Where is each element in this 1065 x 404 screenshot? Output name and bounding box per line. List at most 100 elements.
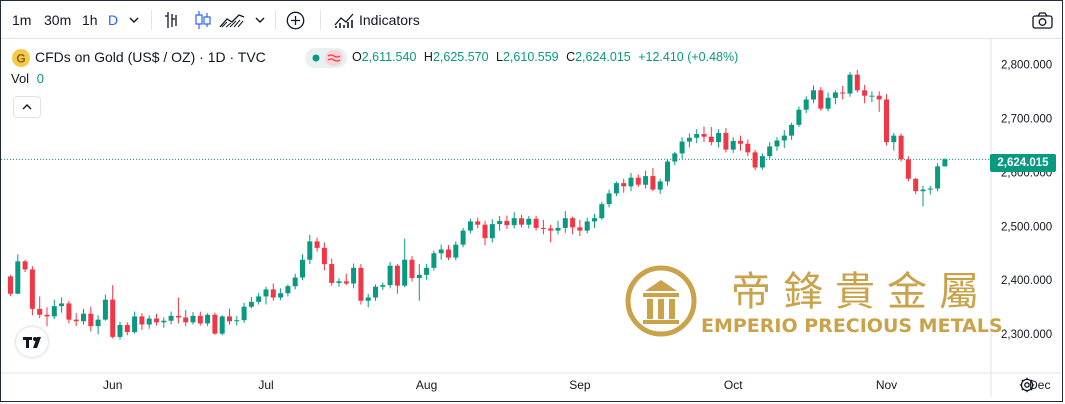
candle-body [613, 183, 619, 194]
candle-body [891, 135, 897, 143]
candle-body [409, 259, 415, 279]
candle-body [920, 189, 926, 192]
candle [110, 285, 116, 339]
candle-body [570, 218, 576, 228]
candle-body [730, 141, 736, 150]
close-key: C [566, 50, 576, 64]
candle-body [803, 99, 809, 110]
candle [314, 237, 320, 252]
candle-body [241, 306, 247, 321]
gear-icon[interactable] [1019, 377, 1035, 393]
candle [424, 264, 430, 280]
candle [621, 178, 627, 193]
candle [95, 315, 101, 335]
candle [416, 264, 422, 301]
candle [533, 216, 539, 231]
candle-body [548, 228, 554, 231]
candle-body [723, 132, 729, 150]
candle-body [716, 132, 722, 143]
candle-body [227, 316, 232, 322]
toolbar-divider [275, 10, 276, 30]
candle [672, 151, 678, 166]
candle [467, 218, 473, 234]
candle [657, 178, 663, 194]
interval-1h[interactable]: 1h [82, 12, 98, 28]
candle [394, 264, 400, 294]
candle [628, 172, 634, 192]
candle-style-icon[interactable] [194, 10, 212, 30]
indicators-button[interactable]: Indicators [359, 12, 420, 28]
volume-value: 0 [36, 71, 44, 86]
candle [504, 215, 510, 229]
symbol-title[interactable]: CFDs on Gold (US$ / OZ) · 1D · TVC [35, 49, 266, 65]
bar-style-icon[interactable] [164, 11, 180, 29]
candle-body [416, 274, 422, 279]
x-tick-label: Dec [1029, 378, 1050, 392]
candle [847, 71, 853, 97]
chevron-down-icon[interactable] [129, 15, 139, 25]
candle [759, 153, 765, 170]
volume-label[interactable]: Vol [11, 71, 30, 86]
svg-text:G: G [16, 52, 25, 66]
camera-icon[interactable] [1032, 12, 1053, 29]
candle [942, 158, 948, 167]
candle-body [139, 316, 145, 325]
interval-d[interactable]: D [108, 12, 119, 28]
candle-body [935, 166, 941, 189]
candle [336, 278, 342, 287]
candle-body [694, 134, 700, 138]
chevron-down-icon[interactable] [255, 15, 265, 25]
candle-body [110, 299, 116, 337]
candle [205, 313, 211, 327]
candle-body [533, 218, 539, 228]
candle [183, 309, 189, 327]
candle-body [584, 221, 590, 231]
tradingview-logo-icon[interactable] [16, 327, 48, 357]
candle-body [365, 297, 371, 301]
interval-30m[interactable]: 30m [44, 12, 72, 28]
candle-body [102, 299, 108, 320]
plus-circle-icon[interactable] [286, 11, 305, 30]
candle [825, 92, 831, 112]
area-style-icon[interactable] [219, 12, 245, 28]
candle-body [781, 135, 787, 141]
candle-body [358, 267, 364, 301]
candle [497, 216, 503, 231]
candle [606, 189, 612, 208]
y-tick-label: 2,400.000 [1001, 275, 1052, 287]
candle [365, 293, 371, 308]
candle-body [256, 296, 262, 302]
market-status-icon[interactable] [305, 48, 347, 68]
y-axis: 2,300.0002,400.0002,500.0002,600.0002,70… [1001, 59, 1052, 341]
candle [321, 242, 327, 271]
candle [307, 234, 313, 265]
candle-body [329, 264, 335, 283]
candle-body [321, 247, 327, 265]
y-tick-label: 2,800.000 [1001, 59, 1052, 71]
candle [219, 315, 225, 336]
candle [234, 315, 240, 326]
collapse-legend-button[interactable] [13, 96, 41, 118]
candle [15, 254, 21, 295]
candle [701, 126, 707, 143]
candle [44, 307, 50, 327]
chevron-up-icon [22, 104, 32, 110]
candle [643, 170, 649, 189]
interval-1m[interactable]: 1m [12, 12, 32, 28]
candle-body [146, 318, 152, 325]
y-tick-label: 2,300.000 [1001, 329, 1052, 341]
candle [380, 282, 386, 290]
candle-body [489, 224, 495, 239]
candle-body [263, 289, 269, 297]
indicators-icon[interactable] [334, 12, 354, 29]
price-chart[interactable]: Jun Jul Aug Sep Oct Nov Dec 2,300.000 2,400.000… [1, 39, 1063, 402]
candle-body [460, 230, 466, 245]
candle [438, 244, 444, 260]
last-price-label: 2,624.015 [990, 154, 1056, 172]
candle-body [621, 183, 627, 187]
candle [489, 219, 495, 243]
candle [409, 255, 415, 282]
candle-body [898, 135, 904, 160]
top-toolbar: 1m 30m 1h D Indicators [1, 1, 1062, 39]
candle-body [373, 286, 378, 298]
